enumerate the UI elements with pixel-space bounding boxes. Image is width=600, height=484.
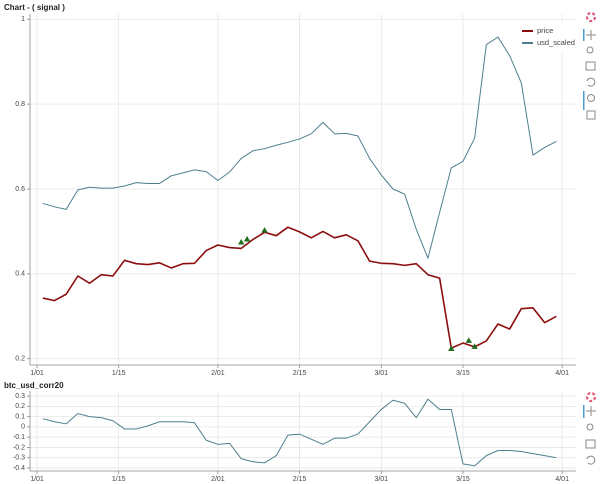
pan-tool[interactable]	[586, 30, 596, 40]
signal-marker	[448, 345, 455, 351]
signal-marker	[238, 238, 245, 245]
x-tick-label: 1/01	[30, 370, 44, 377]
y-tick-label: -0.4	[13, 465, 25, 472]
chart-title: Chart - ( signal )	[4, 3, 65, 12]
legend-label: usd_scaled	[537, 38, 575, 47]
active-indicator	[583, 29, 585, 41]
line-series	[42, 398, 557, 467]
x-tick-label: 2/15	[293, 370, 307, 377]
signal-marker	[465, 337, 473, 343]
zoom-tool[interactable]	[586, 46, 594, 54]
x-tick-label: 3/01	[374, 476, 388, 483]
signal-marker	[243, 236, 251, 242]
x-tick-label: 3/01	[374, 370, 388, 377]
reset-tool[interactable]	[586, 77, 596, 87]
y-tick-label: 0.3	[15, 393, 25, 400]
pan-tool[interactable]	[586, 406, 596, 416]
bokeh-logo[interactable]	[585, 11, 597, 23]
x-tick-label: 3/15	[456, 476, 470, 483]
x-tick-label: 4/01	[555, 370, 569, 377]
save-tool[interactable]	[586, 110, 596, 120]
wheel-zoom-tool[interactable]	[587, 94, 595, 102]
active-indicator	[583, 405, 585, 418]
x-tick-label: 2/01	[211, 370, 225, 377]
toolbar	[583, 11, 597, 465]
y-tick-label: 0	[21, 424, 25, 431]
y-tick-label: 0.1	[15, 413, 25, 420]
signal-marker	[471, 343, 478, 349]
y-tick-label: 0.6	[15, 186, 25, 193]
x-tick-label: 3/15	[456, 370, 470, 377]
signal-marker	[261, 227, 268, 233]
reset-tool[interactable]	[586, 455, 596, 465]
legend-box	[516, 22, 572, 52]
zoom-tool[interactable]	[586, 423, 594, 431]
line-series	[42, 226, 557, 349]
legend-label: price	[537, 26, 553, 35]
box-zoom-tool[interactable]	[585, 61, 596, 71]
line-series	[42, 36, 557, 259]
y-tick-label: -0.1	[13, 434, 25, 441]
y-tick-label: -0.2	[13, 444, 25, 451]
y-tick-label: 0.2	[15, 356, 25, 363]
y-tick-label: 0.2	[15, 403, 25, 410]
y-tick-label: -0.3	[13, 455, 25, 462]
y-tick-label: 1	[21, 16, 25, 23]
x-tick-label: 4/01	[555, 476, 569, 483]
x-tick-label: 1/15	[112, 370, 126, 377]
y-tick-label: 0.4	[15, 271, 25, 278]
x-tick-label: 1/01	[30, 476, 44, 483]
y-tick-label: 0.8	[15, 101, 25, 108]
bokeh-logo[interactable]	[585, 391, 597, 403]
chart-title: btc_usd_corr20	[4, 381, 64, 390]
x-tick-label: 2/15	[293, 476, 307, 483]
x-tick-label: 1/15	[112, 476, 126, 483]
x-tick-label: 2/01	[211, 476, 225, 483]
active-indicator	[583, 91, 585, 110]
box-zoom-tool[interactable]	[585, 439, 596, 449]
